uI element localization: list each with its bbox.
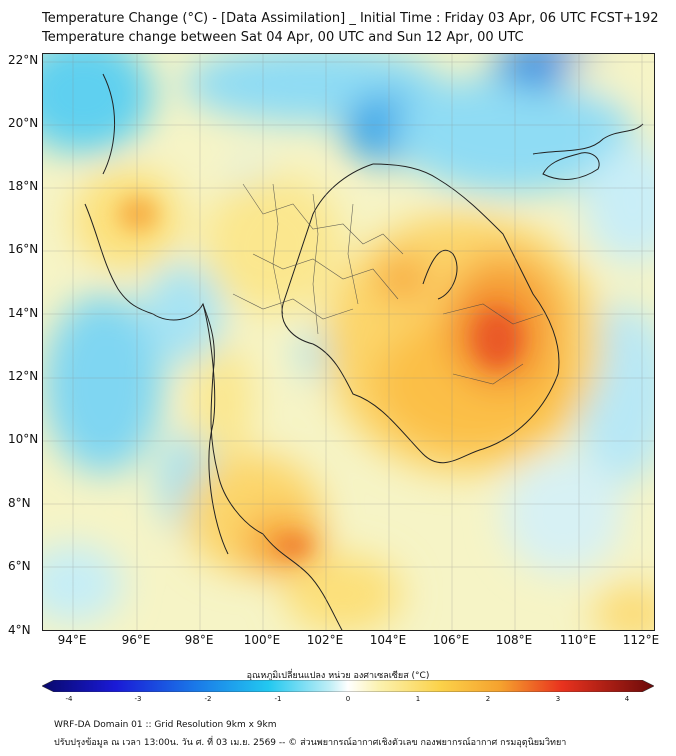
lon-label-110: 110°E xyxy=(559,633,597,647)
lat-label-16: 16°N xyxy=(8,242,39,256)
graticule xyxy=(43,54,654,630)
colorbar xyxy=(42,680,654,692)
lon-label-102: 102°E xyxy=(306,633,344,647)
colorbar-tick: -4 xyxy=(65,695,73,703)
footer-model-info: WRF-DA Domain 01 :: Grid Resolution 9km … xyxy=(54,720,277,730)
colorbar-title: อุณหภูมิเปลี่ยนแปลง หน่วย องศาเซลเซียส (… xyxy=(246,671,430,681)
lon-label-96: 96°E xyxy=(121,633,151,647)
colorbar-tick: 1 xyxy=(415,695,421,703)
colorbar-tick: 4 xyxy=(624,695,630,703)
lat-label-10: 10°N xyxy=(8,432,39,446)
lat-label-6: 6°N xyxy=(8,559,31,573)
lat-label-4: 4°N xyxy=(8,623,31,637)
lon-label-112: 112°E xyxy=(622,633,660,647)
lon-label-100: 100°E xyxy=(243,633,281,647)
lat-label-14: 14°N xyxy=(8,306,39,320)
colorbar-tick: 2 xyxy=(485,695,491,703)
footer-credits: ปรับปรุงข้อมูล ณ เวลา 13:00น. วัน ศ. ที่… xyxy=(54,738,567,748)
temperature-change-map xyxy=(42,53,655,631)
map-title: Temperature Change (°C) - [Data Assimila… xyxy=(42,11,659,26)
lat-label-22: 22°N xyxy=(8,53,39,67)
map-subtitle: Temperature change between Sat 04 Apr, 0… xyxy=(42,30,524,45)
admin-boundaries xyxy=(232,183,544,385)
lon-label-98: 98°E xyxy=(184,633,214,647)
lat-label-18: 18°N xyxy=(8,179,39,193)
coastlines xyxy=(84,73,644,630)
lat-label-20: 20°N xyxy=(8,116,39,130)
colorbar-tick: -2 xyxy=(204,695,212,703)
lon-label-94: 94°E xyxy=(57,633,87,647)
lon-label-104: 104°E xyxy=(369,633,407,647)
lat-label-12: 12°N xyxy=(8,369,39,383)
lon-label-108: 108°E xyxy=(495,633,533,647)
colorbar-tick: -3 xyxy=(134,695,142,703)
lat-label-8: 8°N xyxy=(8,496,31,510)
colorbar-tick: 0 xyxy=(345,695,351,703)
lon-label-106: 106°E xyxy=(432,633,470,647)
colorbar-tick: 3 xyxy=(555,695,561,703)
colorbar-tick: -1 xyxy=(274,695,282,703)
